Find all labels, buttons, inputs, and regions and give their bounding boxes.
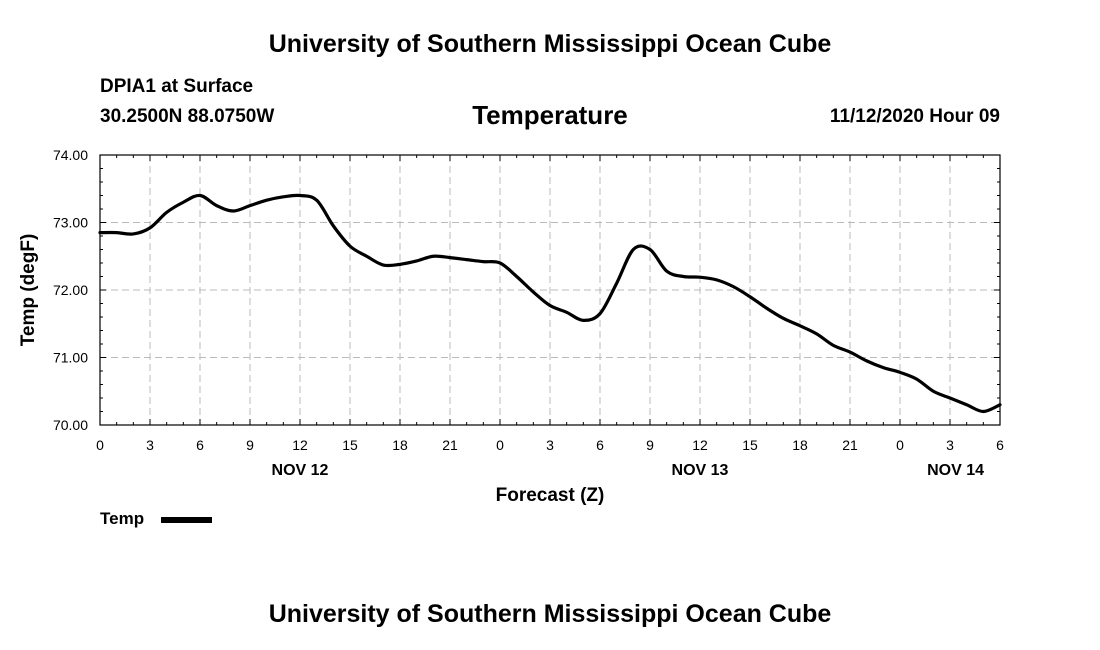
data-point [815, 333, 818, 335]
data-point [849, 351, 851, 353]
data-point [182, 201, 185, 204]
data-point [232, 210, 235, 212]
x-tick-label: 15 [342, 437, 358, 453]
data-point [599, 312, 601, 315]
series-layer [98, 193, 1002, 414]
x-tick-label: 18 [392, 437, 408, 453]
data-point [382, 264, 385, 266]
data-point [799, 324, 801, 327]
data-point [965, 403, 968, 406]
data-point [349, 245, 351, 247]
data-point [649, 248, 651, 251]
coordinates-label: 30.2500N 88.0750W [100, 106, 275, 127]
data-point [482, 260, 485, 263]
data-point [282, 196, 285, 198]
x-tick-label: 18 [792, 437, 808, 453]
x-tick-label: 6 [996, 437, 1004, 453]
x-tick-label: 12 [292, 437, 308, 453]
x-tick-label: 6 [596, 437, 604, 453]
data-point [582, 319, 585, 322]
date-label: NOV 13 [672, 462, 729, 479]
x-tick-label: 3 [146, 437, 154, 453]
footer-title: University of Southern Mississippi Ocean… [268, 600, 832, 628]
data-point [949, 397, 951, 399]
data-point [915, 378, 918, 380]
data-point [899, 371, 901, 374]
y-tick-label: 71.00 [53, 350, 88, 366]
data-point [149, 227, 151, 229]
data-point [399, 263, 401, 266]
data-point [415, 260, 418, 262]
data-point [265, 199, 268, 202]
data-point [99, 231, 101, 234]
x-tick-label: 9 [246, 437, 254, 453]
data-point [699, 276, 701, 278]
data-point [932, 390, 935, 393]
data-point [132, 233, 135, 235]
data-point [715, 279, 718, 281]
data-point [982, 410, 985, 413]
legend-label: Temp [100, 509, 145, 528]
data-point [332, 225, 335, 227]
data-point [215, 204, 218, 207]
data-point [449, 256, 451, 259]
data-point [732, 285, 735, 288]
data-point [315, 199, 318, 202]
station-label: DPIA1 at Surface [100, 76, 254, 97]
data-point [565, 311, 568, 314]
x-tick-label: 0 [896, 437, 904, 453]
data-point [365, 255, 368, 258]
x-tick-label: 12 [692, 437, 708, 453]
y-tick-label: 72.00 [53, 282, 88, 298]
data-point [465, 258, 468, 261]
x-tick-label: 3 [946, 437, 954, 453]
data-point [632, 248, 635, 251]
x-tick-label: 3 [546, 437, 554, 453]
x-tick-label: 21 [442, 437, 458, 453]
x-tick-label: 0 [96, 437, 104, 453]
data-point [615, 282, 618, 285]
x-tick-label: 21 [842, 437, 858, 453]
data-point [549, 304, 551, 307]
chart-title: Temperature [472, 100, 628, 130]
main-title: University of Southern Mississippi Ocean… [268, 30, 832, 58]
data-point [765, 307, 768, 310]
x-tick-label: 9 [646, 437, 654, 453]
labels-layer: 0 3 6 9 12 15 18 21 0 3 6 9 12 15 18 21 0 3 6 70.00 71.00 72.… [18, 147, 1004, 506]
data-point [999, 403, 1001, 406]
data-point [432, 255, 435, 258]
legend-swatch [161, 517, 212, 523]
data-point [782, 317, 785, 320]
data-point [865, 360, 868, 362]
x-tick-label: 0 [496, 437, 504, 453]
x-tick-label: 6 [196, 437, 204, 453]
data-point [115, 231, 118, 234]
data-point [165, 211, 168, 214]
data-point [249, 204, 251, 207]
date-label: NOV 12 [272, 462, 329, 479]
x-axis-title: Forecast (Z) [496, 485, 605, 506]
x-tick-label: 15 [742, 437, 758, 453]
data-point [499, 262, 501, 264]
data-point [832, 344, 835, 347]
y-axis-title: Temp (degF) [18, 234, 39, 347]
y-tick-label: 70.00 [53, 417, 88, 433]
grid-layer [100, 155, 1000, 425]
y-tick-label: 73.00 [53, 215, 88, 231]
data-point [665, 270, 668, 272]
data-point [532, 291, 535, 293]
data-point [515, 275, 518, 278]
y-tick-label: 74.00 [53, 147, 88, 163]
data-point [882, 366, 885, 369]
data-point [682, 275, 685, 278]
datetime-label: 11/12/2020 Hour 09 [829, 106, 1000, 127]
data-point [199, 194, 201, 197]
data-point [299, 194, 301, 197]
data-point [749, 295, 751, 298]
date-label: NOV 14 [927, 462, 984, 479]
ticks-layer [99, 154, 1001, 426]
